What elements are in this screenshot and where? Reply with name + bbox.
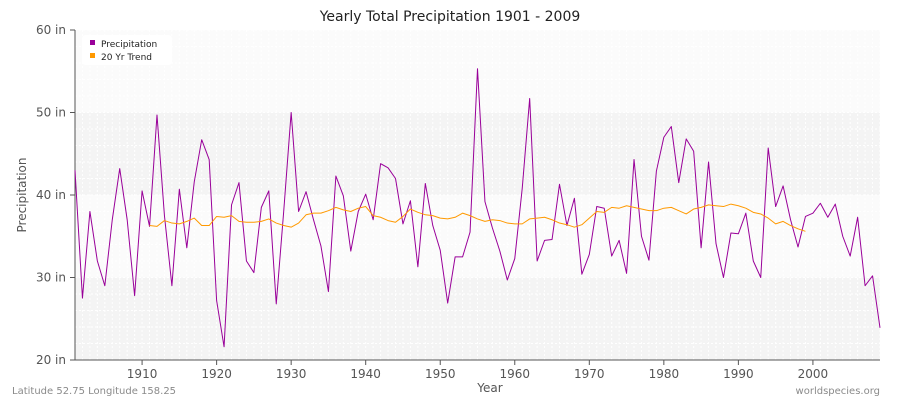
legend: Precipitation 20 Yr Trend [82,35,172,65]
x-axis-ticks: 1910 1920 1930 1940 1950 1960 1970 1980 1990 2000 [127,360,828,381]
y-tick-label: 50 in [36,106,66,120]
x-tick-label: 1930 [276,367,307,381]
y-axis-title: Precipitation [15,157,29,232]
grid-lines [74,29,881,361]
legend-label-precipitation: Precipitation [101,40,157,50]
credit-text: worldspecies.org [796,386,880,397]
legend-swatch-precipitation [90,40,95,45]
legend-box [82,35,172,65]
legend-swatch-trend [90,53,95,58]
x-tick-label: 1950 [425,367,456,381]
x-axis-title: Year [476,381,502,395]
y-tick-label: 60 in [36,23,66,37]
x-tick-label: 1960 [499,367,530,381]
y-tick-label: 40 in [36,188,66,202]
x-tick-label: 1940 [350,367,381,381]
legend-label-trend: 20 Yr Trend [101,53,152,63]
trend-series-line [149,203,806,232]
y-tick-label: 30 in [36,271,66,285]
location-text: Latitude 52.75 Longitude 158.25 [12,386,176,397]
series-layer [74,68,881,348]
x-tick-label: 1970 [574,367,605,381]
x-tick-label: 2000 [798,367,829,381]
x-tick-label: 1990 [723,367,754,381]
x-tick-label: 1910 [127,367,158,381]
precipitation-series-line [74,68,881,348]
y-tick-label: 20 in [36,353,66,367]
chart-title: Yearly Total Precipitation 1901 - 2009 [319,9,581,25]
x-tick-label: 1920 [201,367,232,381]
x-tick-label: 1980 [649,367,680,381]
y-axis-ticks: 20 in 30 in 40 in 50 in 60 in [36,23,75,367]
